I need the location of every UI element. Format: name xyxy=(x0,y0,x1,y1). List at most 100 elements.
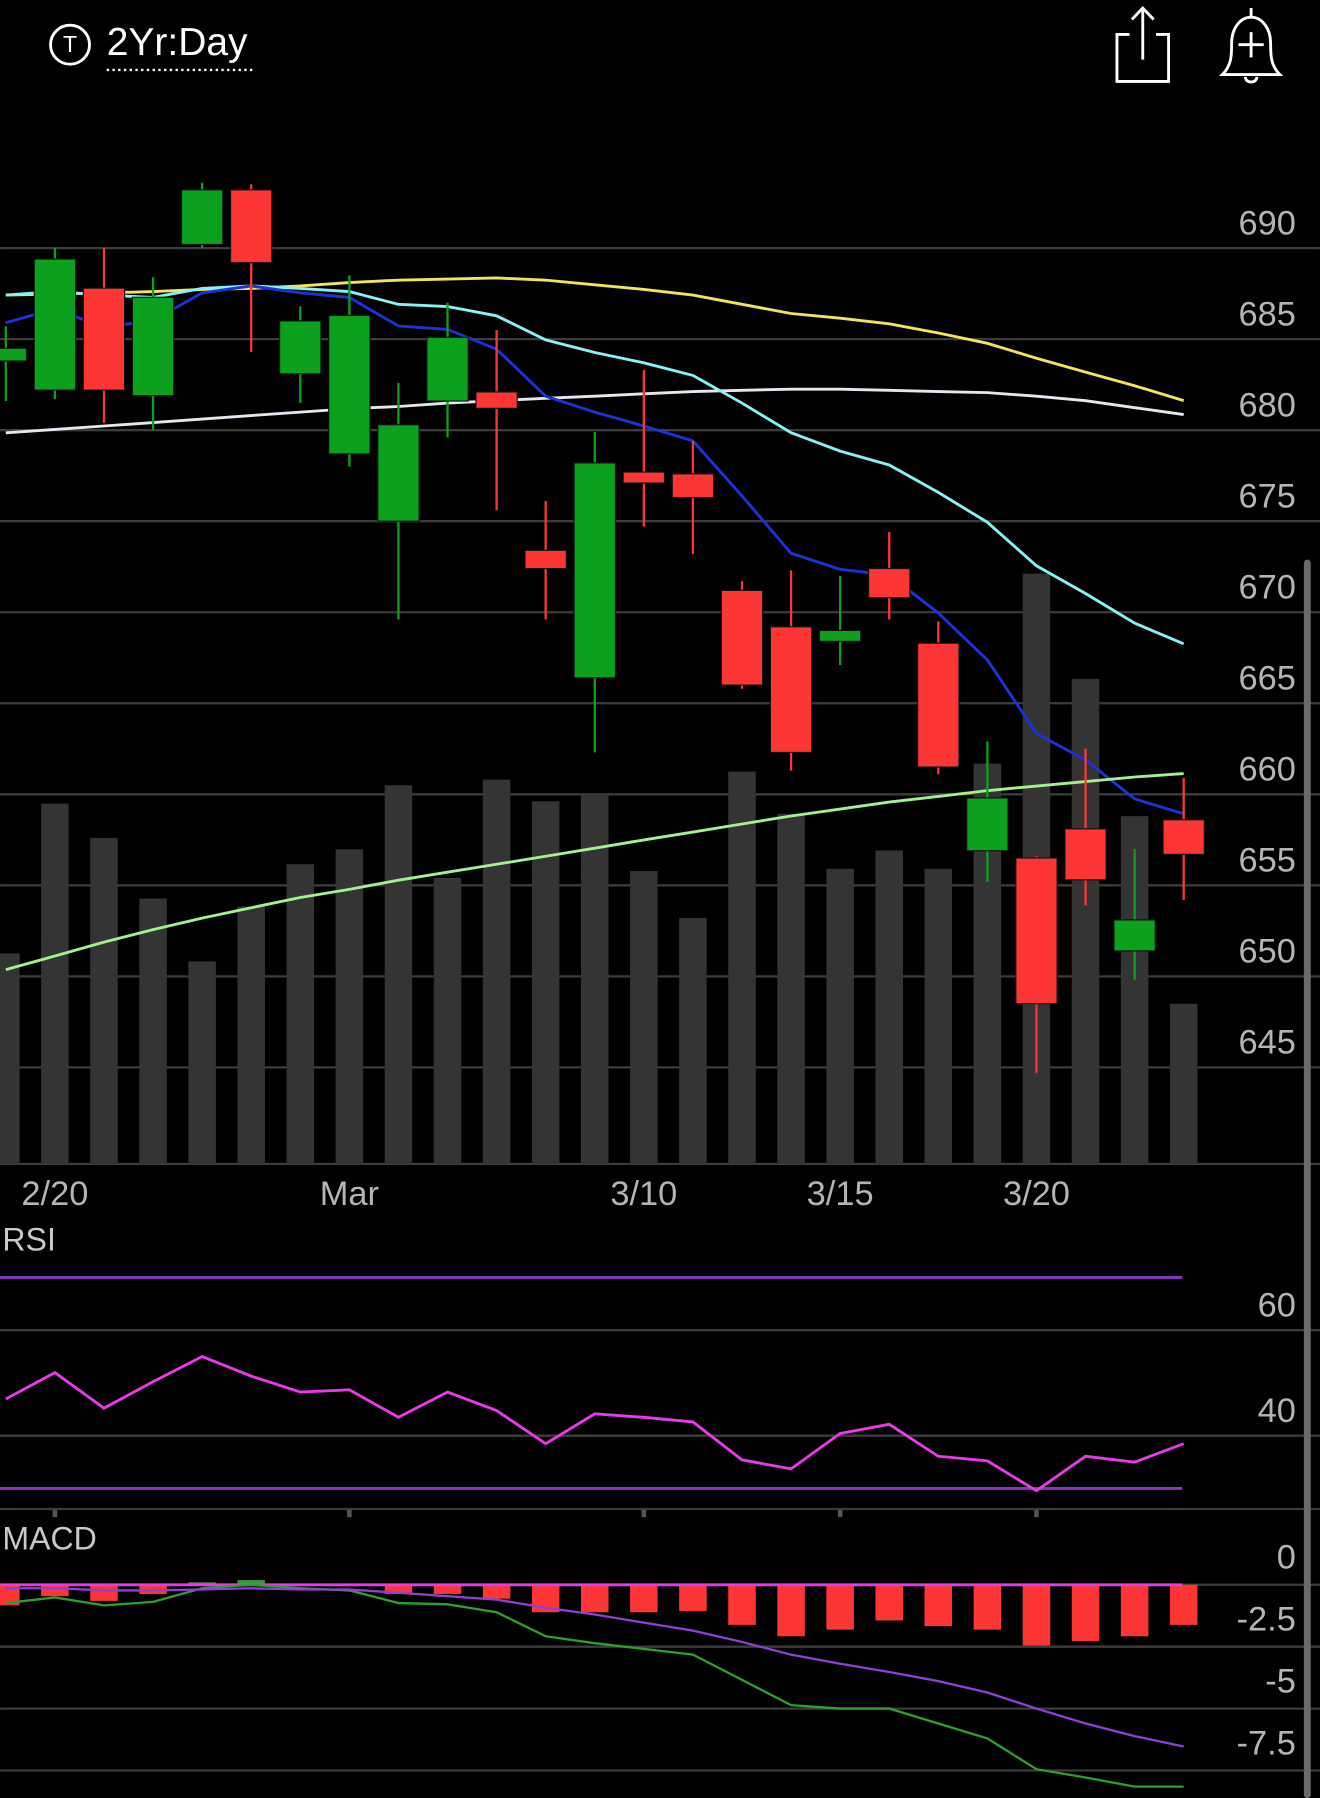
timeframe-button[interactable]: T 2Yr:Day xyxy=(49,21,255,72)
volume-bar xyxy=(286,864,315,1164)
candle-body xyxy=(818,629,862,642)
volume-bar xyxy=(728,771,756,1164)
volume-bar xyxy=(777,813,805,1164)
x-tick-label: 3/20 xyxy=(1003,1175,1070,1213)
volume-bar xyxy=(0,953,20,1164)
macd-histogram-bar xyxy=(728,1584,756,1625)
volume-bar xyxy=(679,917,707,1164)
indicator-line xyxy=(5,1587,1184,1748)
x-tick-label: Mar xyxy=(320,1175,379,1213)
candle-body xyxy=(671,473,715,499)
macd-histogram-bar xyxy=(777,1584,805,1637)
y-tick-label: 650 xyxy=(1238,933,1295,971)
candle-body xyxy=(573,462,616,679)
scrollbar[interactable] xyxy=(1303,559,1311,1798)
volume-bar xyxy=(188,961,216,1164)
macd-histogram-bar xyxy=(630,1584,658,1613)
macd-histogram-bar xyxy=(384,1584,413,1594)
indicator-line xyxy=(5,1583,1184,1788)
x-tick-label: 3/15 xyxy=(807,1175,874,1213)
volume-bar xyxy=(580,794,609,1164)
macd-histogram-bar xyxy=(41,1584,69,1597)
panel-title: MACD xyxy=(2,1521,97,1557)
candle-body xyxy=(1064,828,1107,881)
macd-histogram-bar xyxy=(1169,1584,1198,1625)
macd-histogram-bar xyxy=(1022,1584,1051,1646)
candle-body xyxy=(180,189,224,246)
timeframe-icon xyxy=(49,23,91,66)
candle-body xyxy=(475,391,518,409)
macd-histogram-bar xyxy=(0,1584,20,1606)
candle-body xyxy=(279,320,322,375)
y-tick-label: 655 xyxy=(1238,841,1295,879)
candle-body xyxy=(82,287,126,391)
macd-histogram-bar xyxy=(826,1584,854,1630)
candle-body xyxy=(966,797,1009,852)
y-tick-label: 670 xyxy=(1238,568,1295,606)
macd-histogram-bar xyxy=(237,1580,265,1585)
indicator-line xyxy=(5,387,1184,435)
macd-histogram-bar xyxy=(679,1584,707,1612)
candle-body xyxy=(720,589,764,686)
volume-bar xyxy=(531,801,560,1164)
y-tick-label: 690 xyxy=(1238,204,1295,242)
candle-body xyxy=(622,471,666,484)
volume-bar xyxy=(90,837,118,1164)
alert-button[interactable] xyxy=(1218,8,1284,84)
share-icon-box xyxy=(1115,32,1170,83)
macd-histogram-bar xyxy=(1120,1584,1149,1637)
volume-bar xyxy=(335,849,364,1164)
y-tick-label: 660 xyxy=(1238,750,1295,788)
macd-histogram-bar xyxy=(433,1584,462,1594)
candle-body xyxy=(1113,919,1156,952)
volume-bar xyxy=(139,898,167,1164)
candle-body xyxy=(131,296,175,397)
candle-body xyxy=(377,424,420,522)
volume-bar xyxy=(924,868,953,1164)
volume-bar xyxy=(826,868,854,1164)
candle-body xyxy=(868,567,911,599)
panel-title: RSI xyxy=(2,1221,56,1257)
y-tick-label: 0 xyxy=(1277,1539,1296,1577)
candle-body xyxy=(769,626,813,753)
y-tick-label: 675 xyxy=(1238,477,1295,515)
y-tick-label: 685 xyxy=(1238,295,1295,333)
volume-bar xyxy=(41,803,69,1164)
candle-body xyxy=(229,189,273,264)
candle-body xyxy=(0,347,28,362)
y-tick-label: -2.5 xyxy=(1237,1601,1296,1639)
x-tick-label: 3/10 xyxy=(610,1175,677,1213)
candle-body xyxy=(328,314,371,455)
volume-bar xyxy=(630,871,658,1164)
y-tick-label: -5 xyxy=(1265,1662,1296,1700)
share-icon-arrow xyxy=(1130,5,1155,60)
volume-bar xyxy=(433,877,462,1164)
bell-icon xyxy=(1218,15,1284,76)
volume-bar xyxy=(482,779,511,1164)
share-button[interactable] xyxy=(1115,5,1170,83)
macd-histogram-bar xyxy=(580,1584,609,1613)
indicator-line xyxy=(5,284,1185,646)
y-tick-label: 645 xyxy=(1238,1024,1295,1062)
y-tick-label: 665 xyxy=(1238,659,1295,697)
candle-body xyxy=(1162,819,1205,855)
candle-body xyxy=(917,642,960,768)
macd-histogram-bar xyxy=(482,1584,511,1599)
volume-bar xyxy=(237,906,265,1164)
y-tick-label: 60 xyxy=(1258,1286,1296,1324)
y-tick-label: 40 xyxy=(1258,1392,1296,1430)
y-tick-label: 680 xyxy=(1238,386,1295,424)
volume-bar xyxy=(1169,1003,1198,1164)
timeframe-icon-letter: T xyxy=(63,31,77,57)
macd-histogram-bar xyxy=(1071,1584,1100,1641)
indicator-line xyxy=(5,1354,1185,1493)
volume-bar xyxy=(384,785,413,1164)
y-tick-label: -7.5 xyxy=(1237,1724,1296,1762)
macd-histogram-bar xyxy=(875,1584,903,1621)
indicator-line xyxy=(5,284,1185,816)
macd-histogram-bar xyxy=(90,1584,118,1601)
candle-body xyxy=(524,549,567,570)
timeframe-label: 2Yr:Day xyxy=(107,21,248,64)
